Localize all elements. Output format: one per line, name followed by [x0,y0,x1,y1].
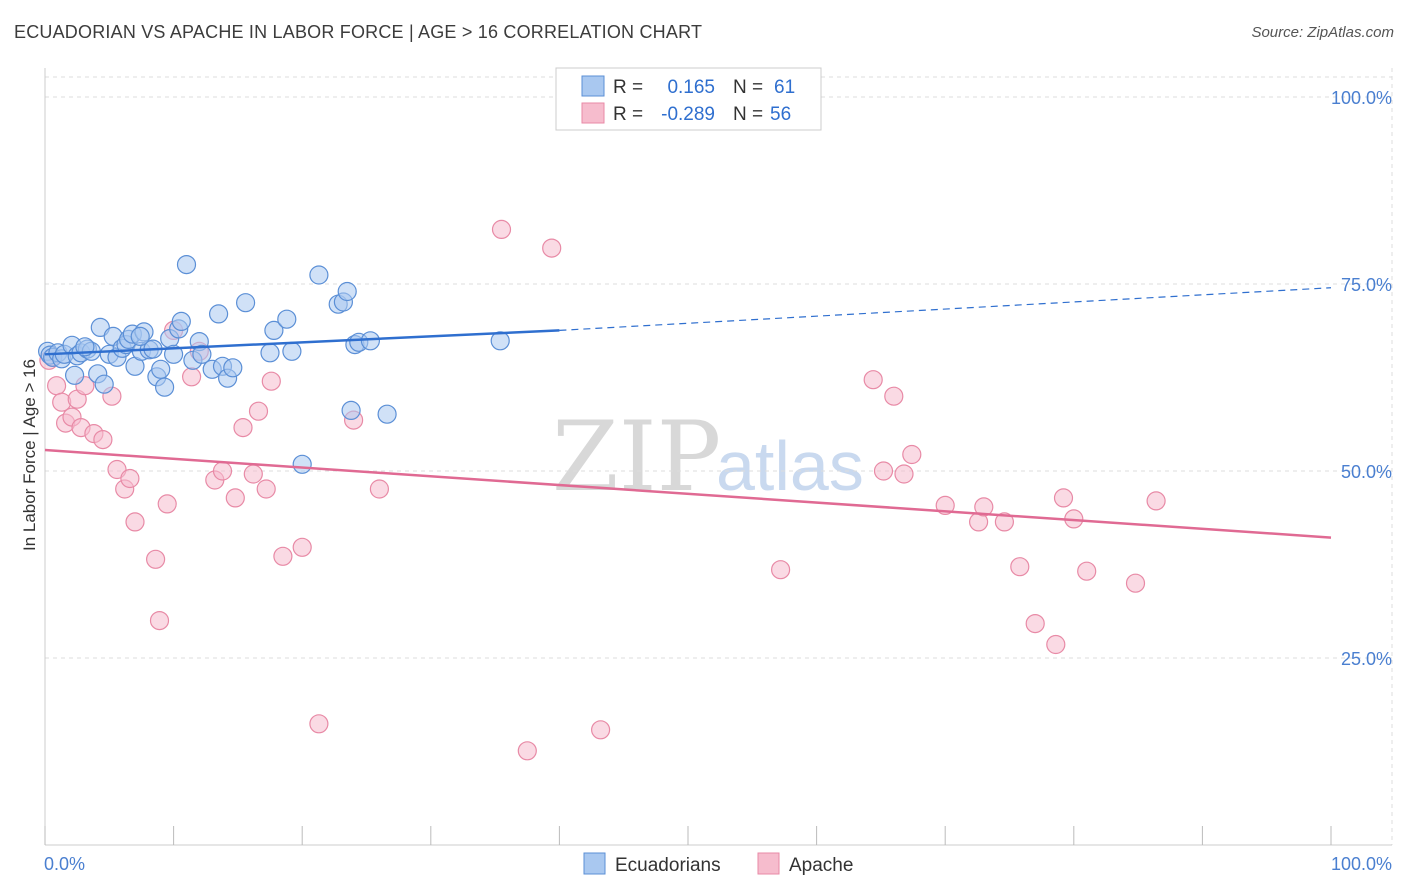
ecuadorians-point [176,255,197,275]
legend-swatch-ecuadorians [581,75,605,97]
apache-point [248,401,269,421]
legend-n-value-ecuadorians: 61 [774,77,795,98]
apache-point [93,430,113,450]
apache-point [1025,613,1045,634]
apache-point [369,479,389,499]
ecuadorians-point [277,309,297,329]
y-axis-label: In Labor Force | Age > 16 [20,359,39,551]
apache-point [292,537,312,557]
watermark-zip: ZIP [552,401,721,513]
bottom-legend-swatch-apache [757,852,780,875]
legend-r-value-ecuadorians: 0.165 [667,77,715,98]
apache-point [233,418,253,438]
apache-point [273,546,293,566]
apache-point [149,610,170,631]
trend-lines [44,287,1332,539]
legend-n-label-ecuadorians: N = [733,77,763,98]
ecuadorians-point [155,377,175,397]
ecuadorians-trend-extension [559,287,1332,331]
apache-point [884,386,904,406]
legend-r-label-apache: R = [613,104,643,125]
source-label: Source: ZipAtlas.com [1251,24,1394,41]
ecuadorians-point [260,343,280,363]
apache-point [1077,561,1097,581]
ecuadorians-point [360,331,380,351]
ecuadorians-point [151,359,171,379]
bottom-legend-label-ecuadorians: Ecuadorians [615,855,721,876]
ecuadorians-point [490,331,510,351]
ecuadorians-point [292,454,312,474]
y-tick-label: 25.0% [1341,649,1392,669]
apache-point [894,464,914,484]
apache-point [863,370,883,390]
ecuadorians-point [309,265,329,285]
axes [44,68,1392,846]
ecuadorians-point [341,400,361,420]
apache-point [1053,488,1074,508]
apache-point [1010,557,1030,577]
legend-swatch-apache [581,102,605,124]
bottom-legend-label-apache: Apache [789,855,853,876]
apache-point [873,461,894,481]
apache-point [1146,491,1166,511]
apache-point [125,512,145,532]
apache-point [157,494,177,514]
apache-point [770,560,791,580]
chart-title: ECUADORIAN VS APACHE IN LABOR FORCE | AG… [14,22,703,42]
ecuadorians-point [337,281,357,302]
legend-r-label-ecuadorians: R = [613,77,643,98]
apache-point [309,714,329,734]
ecuadorians-point [209,304,229,324]
apache-point [120,468,140,489]
ecuadorians-point [377,404,397,424]
apache-point [994,512,1015,532]
ecuadorians-point [192,344,212,364]
apache-point [1125,573,1146,593]
apache-point [517,741,537,761]
bottom-legend-swatch-ecuadorians [583,852,606,875]
ecuadorians-trend-line [44,329,560,356]
ecuadorians-point [64,365,85,385]
legend-n-label-apache: N = [733,104,763,125]
watermark-atlas: atlas [716,427,864,505]
ecuadorians-point [223,358,243,378]
apache-point [974,497,994,517]
y-tick-label: 100.0% [1331,88,1392,108]
apache-points [39,219,1166,761]
y-tick-label: 75.0% [1341,275,1392,295]
apache-point [590,720,611,740]
ecuadorians-point [264,320,284,340]
ecuadorians-point [164,344,184,364]
apache-point [261,371,281,391]
x-tick-label-min: 0.0% [44,854,85,874]
x-tick-label-max: 100.0% [1331,854,1392,874]
ecuadorians-point [130,326,150,346]
ecuadorians-point [171,311,191,331]
apache-point [902,444,922,465]
ecuadorians-point [282,341,302,361]
apache-point [243,464,263,484]
apache-point [256,479,276,499]
legend: R = 0.165 N = 61 R = -0.289 N = 56 [555,67,822,131]
apache-point [182,367,202,387]
ecuadorians-point [236,293,256,313]
apache-point [225,488,245,508]
apache-trend-line [44,448,1332,539]
bottom-legend: Ecuadorians Apache [583,852,853,876]
apache-point [146,549,166,569]
ecuadorians-points [37,255,510,474]
apache-point [491,219,512,239]
apache-point [542,238,562,258]
legend-n-value-apache: 56 [770,104,791,125]
apache-point [1046,634,1066,655]
legend-r-value-apache: -0.289 [661,104,715,125]
apache-point [212,461,233,481]
y-tick-labels: 25.0% 50.0% 75.0% 100.0% [1331,88,1392,669]
ecuadorians-point [94,374,114,394]
apache-point [46,376,67,396]
y-tick-label: 50.0% [1341,462,1392,482]
